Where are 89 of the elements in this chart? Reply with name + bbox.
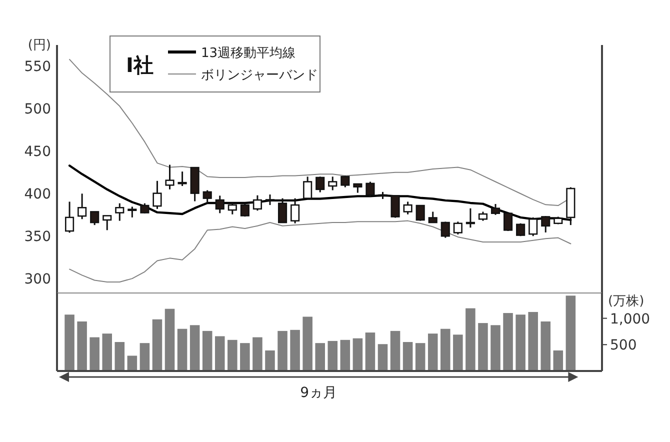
candlestick [303, 176, 312, 200]
bar [365, 332, 376, 371]
y-tick-label: 550 [24, 59, 51, 76]
candlestick [316, 176, 325, 194]
bar [478, 323, 488, 371]
bar [516, 314, 526, 371]
bar [503, 313, 513, 371]
bar [440, 328, 450, 371]
candlestick [202, 189, 212, 204]
candlestick [278, 198, 288, 224]
bar [77, 321, 87, 371]
bar [278, 330, 288, 371]
bar [390, 330, 400, 371]
candlestick [265, 194, 275, 206]
bar [64, 314, 74, 371]
candlestick [490, 203, 500, 216]
bar [328, 340, 338, 371]
bar [402, 342, 413, 371]
legend-title: I社 [126, 53, 154, 77]
candlestick [90, 210, 100, 226]
candlestick [78, 192, 87, 220]
bar [490, 325, 500, 371]
bar [114, 342, 125, 371]
candlestick [152, 180, 162, 210]
bar [528, 312, 538, 371]
y-axis-title: (円) [28, 38, 51, 53]
candlestick [215, 194, 224, 214]
candlestick [416, 204, 425, 222]
bar [453, 334, 463, 371]
y-tick-label: 400 [24, 186, 51, 203]
bar [302, 316, 312, 371]
bar [466, 308, 476, 371]
y-tick-label: 1,000 [610, 311, 650, 328]
bar [428, 334, 438, 371]
candlestick [140, 202, 150, 214]
bar [553, 350, 564, 371]
candlestick [328, 176, 338, 191]
text: 9ヵ月 [300, 385, 338, 401]
bar [190, 325, 200, 371]
candlestick [478, 210, 488, 222]
candlestick [541, 215, 550, 234]
bar [228, 340, 238, 371]
bar [164, 308, 175, 371]
candlestick [453, 220, 462, 236]
legend-label: 13週移動平均線 [201, 46, 296, 61]
y-tick-label: 350 [24, 229, 51, 246]
bar [315, 343, 325, 371]
bar [378, 344, 388, 371]
candlestick [115, 202, 124, 222]
candlestick [228, 202, 237, 216]
candlestick [290, 198, 300, 224]
candlestick [64, 200, 74, 234]
candlestick [128, 206, 137, 218]
candlestick [240, 202, 250, 218]
bar [214, 336, 225, 371]
bar [415, 343, 426, 371]
bar [540, 321, 551, 371]
y-tick-label: 500 [610, 338, 637, 354]
y-tick-label: 450 [24, 144, 51, 160]
candlestick [102, 214, 112, 231]
bar [140, 343, 150, 371]
bar [290, 330, 300, 371]
candlestick [252, 194, 262, 212]
candlestick [466, 208, 475, 228]
y-tick-label: 500 [24, 102, 51, 118]
candlestick [428, 210, 438, 224]
bar [127, 356, 138, 371]
candlestick [528, 216, 538, 237]
candlestick [165, 164, 174, 190]
y-axis-title: (万株) [608, 294, 644, 309]
candlestick [403, 200, 412, 216]
y-tick-label: 300 [24, 272, 51, 288]
bar [177, 328, 188, 371]
bar [152, 319, 162, 371]
bar [252, 337, 262, 371]
bar [240, 343, 250, 371]
bar [265, 350, 275, 371]
bar [352, 338, 363, 371]
bar [90, 337, 100, 371]
candlestick [504, 212, 513, 232]
candlestick [178, 170, 187, 187]
candlestick [390, 194, 400, 218]
bar [340, 340, 350, 371]
candlestick [440, 220, 450, 239]
bar [202, 330, 212, 371]
candlestick [366, 180, 375, 198]
line-series [69, 220, 572, 282]
bar [102, 334, 112, 371]
legend-label: ボリンジャーバンド [201, 68, 318, 83]
